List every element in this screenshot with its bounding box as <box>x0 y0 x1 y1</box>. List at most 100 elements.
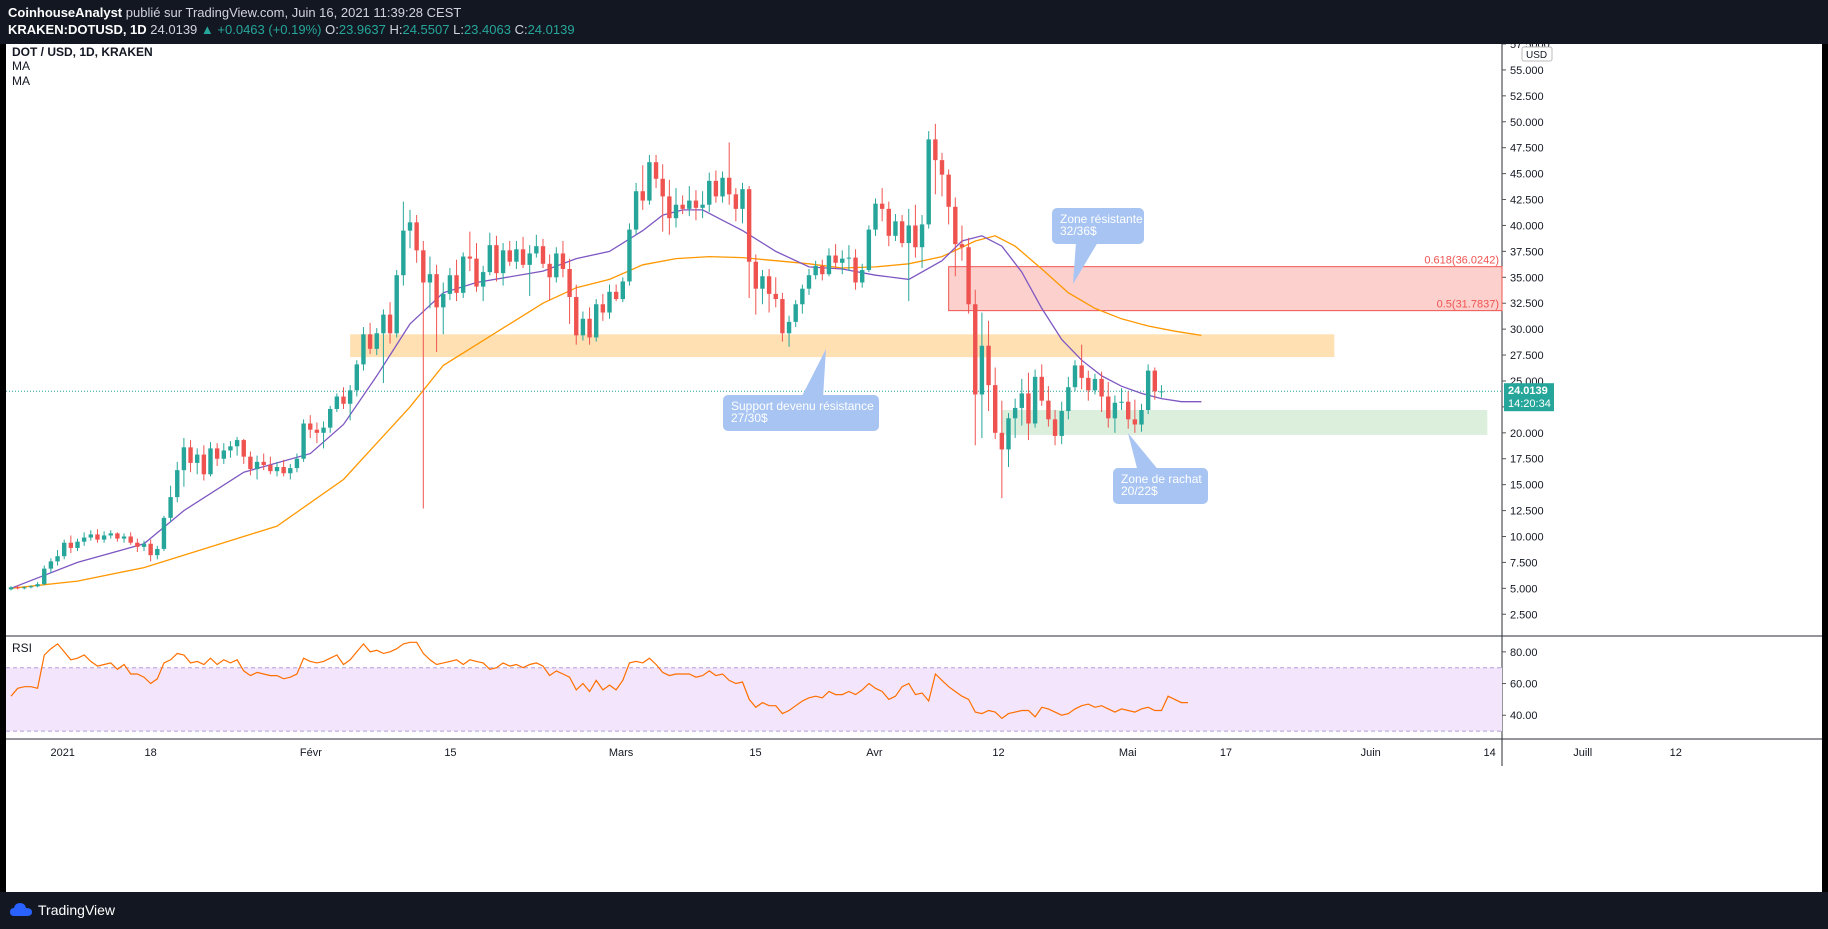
candle-body <box>820 265 825 275</box>
open-value: 23.9637 <box>338 22 386 37</box>
candle-body <box>135 542 140 547</box>
last-price: 24.0139 <box>150 22 198 37</box>
candle-body <box>500 250 506 274</box>
support-resistance-zone <box>350 334 1335 358</box>
candle-body <box>261 461 266 465</box>
price-tick-label: 20.000 <box>1510 428 1544 440</box>
candle-body <box>653 162 659 179</box>
candle-body <box>454 275 459 293</box>
bottom-bar: TradingView <box>0 892 1828 929</box>
candle-body <box>800 288 805 305</box>
callout-support-value: 27/30$ <box>731 411 768 425</box>
time-tick-label: 17 <box>1220 747 1232 759</box>
author-name[interactable]: CoinhouseAnalyst <box>8 5 123 20</box>
candle-body <box>208 448 213 475</box>
candle-body <box>1145 370 1151 411</box>
candle-body <box>1126 401 1131 420</box>
open-label: O: <box>325 22 339 37</box>
rsi-line <box>10 641 1188 720</box>
time-tick-label: 15 <box>444 747 456 759</box>
candle-body <box>906 225 911 244</box>
candle-body <box>168 497 173 518</box>
cloud-icon <box>10 903 32 916</box>
candle-body <box>407 222 413 231</box>
candle-body <box>860 270 865 283</box>
candle-body <box>201 454 207 475</box>
time-tick-label: 2021 <box>50 747 74 759</box>
candle-body <box>527 253 532 265</box>
candle-body <box>587 318 592 338</box>
price-change: ▲ +0.0463 (+0.19%) <box>200 22 322 37</box>
candle-body <box>886 208 891 236</box>
callout-support-title: Support devenu résistance <box>731 399 874 413</box>
time-tick-label: Févr <box>300 747 322 759</box>
candle-body <box>1106 396 1111 419</box>
candle-body <box>786 321 792 334</box>
candle-body <box>760 276 765 289</box>
candle-body <box>141 543 147 547</box>
candle-body <box>680 204 685 209</box>
candle-body <box>155 548 160 556</box>
price-chart[interactable]: 2.500 5.000 7.500 10.000 12.500 15.000 17.500 2… <box>6 39 1828 892</box>
candle-body <box>986 345 991 386</box>
candle-body <box>780 299 785 334</box>
candle-body <box>514 249 519 262</box>
candle-body <box>833 255 838 263</box>
price-tick-label: 35.000 <box>1510 272 1544 284</box>
tradingview-logo[interactable]: TradingView <box>10 902 115 918</box>
candle-body <box>1086 377 1091 391</box>
candle-body <box>740 189 745 209</box>
callout-resistance-box <box>1052 208 1144 244</box>
buy-zone <box>1001 410 1488 435</box>
publish-info: CoinhouseAnalyst publié sur TradingView.… <box>8 5 461 20</box>
resistance-zone <box>948 266 1503 312</box>
candle-body <box>381 314 386 334</box>
candle-body <box>328 408 333 428</box>
candle-body <box>919 224 925 248</box>
candle-body <box>314 429 320 433</box>
candle-body <box>620 281 625 300</box>
candle-body <box>1072 365 1078 388</box>
candle-body <box>840 258 845 263</box>
candle-body <box>101 535 107 540</box>
candle-body <box>1139 410 1144 425</box>
symbol-label: KRAKEN:DOTUSD, 1D <box>8 22 147 37</box>
price-tick-label: 37.500 <box>1510 246 1544 258</box>
ohlc-line: KRAKEN:DOTUSD, 1D 24.0139 ▲ +0.0463 (+0.… <box>8 22 575 37</box>
candle-body <box>600 304 606 313</box>
candle-body <box>707 180 712 205</box>
candle-body <box>933 139 938 161</box>
ma-legend-2: MA <box>12 74 30 88</box>
candle-body <box>687 200 692 209</box>
callout-resistance-value: 32/36$ <box>1060 224 1097 238</box>
ma-legend-1: MA <box>12 59 30 73</box>
candle-body <box>321 427 326 433</box>
candle-body <box>633 191 639 230</box>
candle-body <box>613 291 619 300</box>
candle-body <box>487 245 492 273</box>
candle-body <box>341 396 346 404</box>
candle-body <box>567 268 572 297</box>
rsi-band <box>6 667 1502 732</box>
candle-body <box>853 257 858 283</box>
candle-body <box>301 423 306 459</box>
candle-body <box>268 464 273 472</box>
time-tick-label: 12 <box>992 747 1004 759</box>
candle-body <box>574 296 579 336</box>
candle-body <box>1112 402 1118 419</box>
candle-body <box>254 461 260 470</box>
candle-body <box>347 390 353 404</box>
chart-area[interactable]: 2.500 5.000 7.500 10.000 12.500 15.000 17.500 2… <box>6 39 1828 892</box>
candle-body <box>188 447 193 463</box>
candle-body <box>959 244 965 248</box>
price-tick-label: 32.500 <box>1510 298 1544 310</box>
candle-body <box>547 263 552 278</box>
price-tick-label: 17.500 <box>1510 454 1544 466</box>
candle-body <box>161 517 167 549</box>
price-tick-label: 45.000 <box>1510 169 1544 181</box>
candle-body <box>95 534 100 540</box>
close-label: C: <box>514 22 528 37</box>
candle-body <box>81 537 87 542</box>
candle-body <box>8 587 14 590</box>
callout-buy-title: Zone de rachat <box>1121 472 1202 486</box>
